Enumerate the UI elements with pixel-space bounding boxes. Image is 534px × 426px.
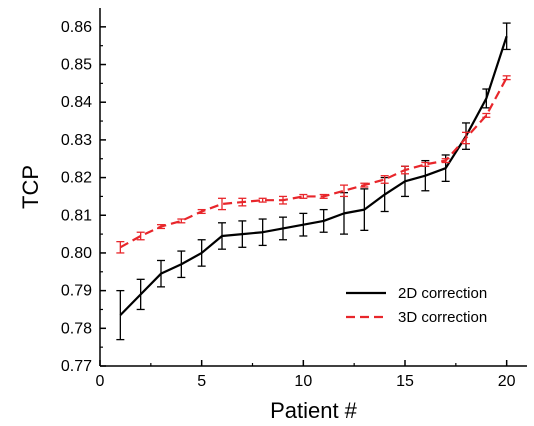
x-tick-label-10: 10: [294, 373, 312, 390]
legend-label-2d-correction: 2D correction: [398, 285, 487, 302]
y-tick-label-5: 0.82: [61, 170, 92, 187]
series-line: [119, 35, 508, 316]
y-tick-label-3: 0.80: [61, 245, 92, 262]
x-tick-label-20: 20: [498, 373, 516, 390]
legend: 2D correction 3D correction: [346, 285, 487, 326]
y-tick-label-9: 0.86: [61, 19, 92, 36]
series-line: [119, 77, 508, 249]
legend-label-3d-correction: 3D correction: [398, 309, 487, 326]
y-tick-label-8: 0.85: [61, 57, 92, 74]
y-tick-label-0: 0.77: [61, 358, 92, 375]
error-bar: [299, 193, 308, 199]
series-3d-correction: [116, 75, 511, 254]
series-2d-correction: [116, 22, 511, 341]
x-axis-label: Patient #: [270, 398, 358, 423]
error-bar: [258, 197, 267, 203]
y-tick-label-1: 0.78: [61, 320, 92, 337]
error-bar: [340, 184, 348, 198]
data-marks: [116, 22, 511, 341]
axis-ticks: 0 5 10 15 20 0.77 0.78 0.79 0.80 0.81 0.82 0.83 0.84…: [61, 19, 516, 390]
x-tick-label-15: 15: [396, 373, 414, 390]
error-bar: [136, 231, 145, 241]
y-tick-label-7: 0.84: [61, 94, 92, 111]
x-tick-label-0: 0: [96, 373, 105, 390]
y-axis-label: TCP: [18, 165, 43, 209]
error-bar: [502, 75, 511, 81]
error-bar: [421, 161, 430, 167]
y-tick-label-6: 0.83: [61, 132, 92, 149]
y-tick-label-4: 0.81: [61, 207, 92, 224]
x-tick-label-5: 5: [197, 373, 206, 390]
error-bar: [380, 175, 389, 184]
error-bar: [218, 197, 226, 211]
y-tick-label-2: 0.79: [61, 283, 92, 300]
